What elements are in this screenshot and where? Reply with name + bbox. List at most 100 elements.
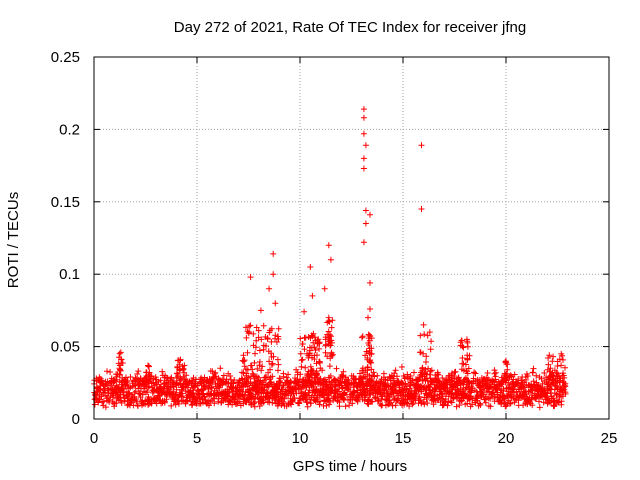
data-point xyxy=(359,333,366,340)
data-point xyxy=(139,391,146,398)
data-point xyxy=(326,401,333,408)
data-point xyxy=(350,373,357,380)
data-point xyxy=(463,336,470,343)
data-point xyxy=(530,365,537,372)
data-point xyxy=(256,362,263,369)
data-point xyxy=(401,375,408,382)
data-point xyxy=(267,366,273,373)
y-axis: 0 0.05 0.1 0.15 0.2 0.25 xyxy=(51,49,609,428)
data-point xyxy=(116,371,123,378)
data-point xyxy=(280,373,287,380)
data-point xyxy=(540,385,547,392)
data-point xyxy=(270,353,277,360)
data-point xyxy=(175,400,182,407)
data-point xyxy=(483,380,490,387)
data-point xyxy=(508,373,515,380)
data-point xyxy=(290,396,297,403)
data-point xyxy=(324,319,331,326)
data-point xyxy=(360,155,367,162)
data-point xyxy=(104,368,110,375)
data-point xyxy=(201,383,208,390)
data-point xyxy=(424,400,431,407)
data-point xyxy=(250,342,257,349)
data-point xyxy=(419,365,426,372)
data-point xyxy=(253,337,260,344)
y-tick-label: 0.25 xyxy=(51,49,80,66)
x-axis-title: GPS time / hours xyxy=(293,458,407,475)
data-point xyxy=(324,353,331,360)
data-point xyxy=(208,384,214,391)
data-point xyxy=(418,206,425,212)
data-point xyxy=(323,402,330,409)
data-point xyxy=(241,363,248,370)
data-point xyxy=(312,347,319,354)
data-point xyxy=(102,404,109,411)
data-point xyxy=(417,332,424,339)
data-points xyxy=(91,106,569,411)
data-point xyxy=(458,398,464,405)
data-point xyxy=(392,402,399,409)
data-point xyxy=(476,400,483,407)
data-point xyxy=(365,335,372,342)
data-point xyxy=(116,350,123,357)
data-point xyxy=(328,339,335,346)
data-point xyxy=(558,362,565,369)
data-point xyxy=(281,395,288,402)
data-point xyxy=(559,372,566,379)
data-point xyxy=(270,250,277,257)
data-point xyxy=(251,359,258,366)
data-point xyxy=(273,385,280,391)
data-point xyxy=(124,394,131,401)
data-point xyxy=(269,373,276,380)
data-point xyxy=(263,343,269,349)
data-point xyxy=(562,364,568,371)
data-point xyxy=(541,370,548,376)
data-point xyxy=(351,388,358,395)
data-point xyxy=(546,376,553,383)
data-point xyxy=(502,359,509,365)
data-point xyxy=(299,356,306,363)
data-point xyxy=(511,371,518,378)
data-point xyxy=(113,400,120,406)
data-point xyxy=(298,363,305,370)
data-point xyxy=(503,374,510,381)
data-point xyxy=(380,370,387,377)
data-point xyxy=(418,142,425,149)
data-point xyxy=(560,370,566,377)
data-point xyxy=(220,372,227,379)
data-point xyxy=(260,346,267,353)
data-point xyxy=(98,377,105,384)
data-point xyxy=(168,402,175,409)
data-point xyxy=(460,367,467,374)
data-point xyxy=(248,362,255,369)
data-point xyxy=(336,403,343,410)
data-point xyxy=(472,370,479,377)
data-point xyxy=(338,372,345,378)
grid-lines xyxy=(94,57,609,419)
data-point xyxy=(417,349,424,356)
data-point xyxy=(374,372,381,379)
data-point xyxy=(314,337,321,344)
data-point xyxy=(354,398,361,405)
data-point xyxy=(560,356,566,363)
data-point xyxy=(144,389,151,395)
data-point xyxy=(533,372,540,379)
data-point xyxy=(270,271,277,278)
data-point xyxy=(367,279,373,286)
data-point xyxy=(297,350,304,357)
data-point xyxy=(194,386,201,393)
data-point xyxy=(558,350,565,357)
data-point xyxy=(496,397,503,403)
data-point xyxy=(247,379,254,385)
data-point xyxy=(268,338,275,345)
data-point xyxy=(301,308,308,315)
data-point xyxy=(252,350,258,357)
data-point xyxy=(297,335,304,342)
data-point xyxy=(546,368,553,375)
data-point xyxy=(134,403,141,409)
data-point xyxy=(217,365,224,372)
data-point xyxy=(285,371,292,378)
data-point xyxy=(244,349,251,356)
data-point xyxy=(299,341,306,347)
